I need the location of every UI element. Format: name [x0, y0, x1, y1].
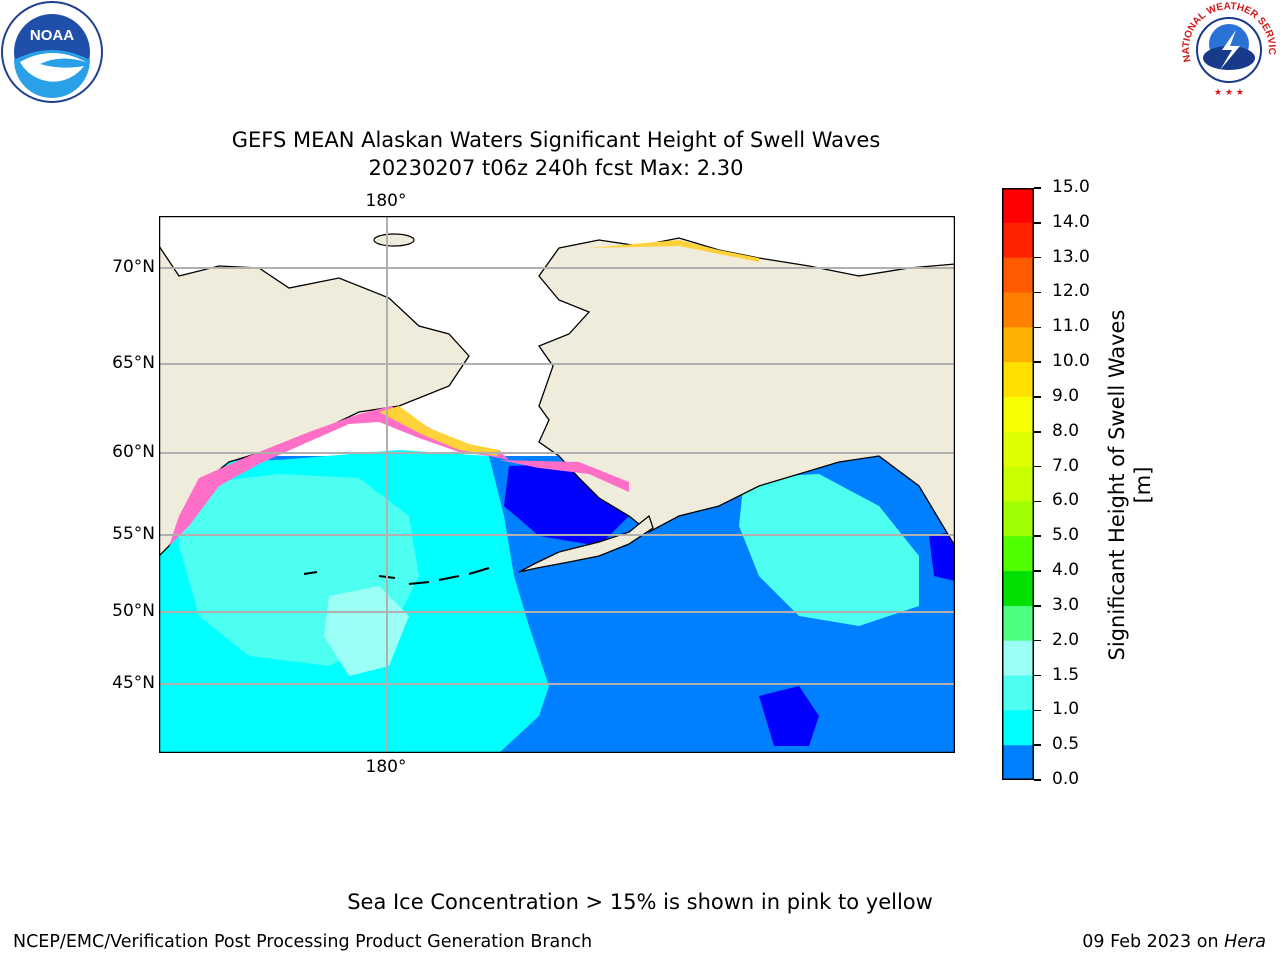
colorbar-tick-label: 1.5: [1052, 664, 1080, 685]
colorbar-tick-mark: [1034, 222, 1041, 224]
colorbar-tick-label: 5.0: [1052, 525, 1080, 546]
colorbar-segment: [1002, 536, 1034, 572]
date-text: 09 Feb 2023 on: [1082, 932, 1219, 952]
colorbar-tick-mark: [1034, 570, 1041, 572]
colorbar-segment: [1002, 222, 1034, 259]
colorbar-tick-label: 14.0: [1052, 211, 1090, 232]
map-panel: [158, 215, 956, 754]
colorbar-tick-label: 0.5: [1052, 734, 1080, 755]
colorbar-tick-label: 12.0: [1052, 281, 1090, 302]
map-canvas: [158, 215, 956, 754]
colorbar-tick-mark: [1034, 605, 1041, 607]
lat-label-50: 50°N: [112, 601, 155, 621]
colorbar-tick-label: 9.0: [1052, 385, 1080, 406]
colorbar-segment: [1002, 640, 1034, 677]
colorbar-tick-mark: [1034, 326, 1041, 329]
colorbar-segment: [1002, 396, 1034, 433]
host-text: Hera: [1224, 932, 1266, 952]
sea-ice-pink-bristol: [499, 460, 629, 492]
colorbar-tick-label: 3.0: [1052, 594, 1080, 615]
colorbar-segment: [1002, 675, 1034, 711]
colorbar-tick-label: 0.0: [1052, 769, 1080, 789]
colorbar-tick-mark: [1034, 709, 1041, 712]
colorbar-tick-mark: [1034, 187, 1041, 189]
lat-label-45: 45°N: [112, 673, 155, 693]
lat-label-65: 65°N: [112, 353, 155, 373]
colorbar-tick-mark: [1034, 639, 1041, 642]
nws-logo: NATIONAL WEATHER SERVICE ★ ★ ★: [1175, 0, 1280, 100]
colorbar-label: Significant Height of Swell Waves [m]: [1105, 309, 1155, 661]
chart-subtitle: 20230207 t06z 240h fcst Max: 2.30: [368, 156, 744, 180]
swell-field-0-0.5-coast: [929, 531, 955, 581]
noaa-logo: NOAA: [0, 0, 104, 104]
land-alaska: [537, 237, 955, 548]
colorbar-tick-label: 6.0: [1052, 490, 1080, 511]
colorbar-segment: [1002, 188, 1034, 224]
colorbar-tick-label: 4.0: [1052, 560, 1080, 581]
noaa-logo-text: NOAA: [30, 27, 74, 44]
swell-field-east-1.5-2.0: [739, 474, 919, 626]
colorbar-tick-mark: [1034, 779, 1041, 781]
colorbar-tick-mark: [1034, 361, 1041, 363]
colorbar-segment: [1002, 327, 1034, 363]
colorbar-segment: [1002, 292, 1034, 328]
land-alaska-peninsula: [518, 514, 654, 573]
colorbar-segment: [1002, 466, 1034, 502]
lat-label-60: 60°N: [112, 442, 155, 462]
colorbar-tick-label: 1.0: [1052, 699, 1080, 720]
map-frame: [158, 215, 956, 754]
colorbar-tick-mark: [1034, 674, 1041, 677]
colorbar-tick-mark: [1034, 431, 1041, 433]
lon-label-bottom: 180°: [365, 757, 407, 777]
colorbar-tick-mark: [1034, 465, 1041, 468]
chart-title: GEFS MEAN Alaskan Waters Significant Hei…: [231, 128, 881, 152]
colorbar-tick-label: 11.0: [1052, 316, 1090, 337]
sea-ice-yellow-arctic: [589, 240, 759, 262]
colorbar-segment: [1002, 257, 1034, 293]
colorbar-segment: [1002, 571, 1034, 607]
lon-label-top: 180°: [365, 191, 407, 211]
swell-field-0-0.5-south: [759, 686, 819, 746]
colorbar-segment: [1002, 605, 1034, 642]
colorbar-tick-mark: [1034, 291, 1041, 294]
credit-text: NCEP/EMC/Verification Post Processing Pr…: [13, 932, 593, 952]
land-aleutian-islands: [303, 567, 490, 585]
colorbar-tick-mark: [1034, 744, 1041, 746]
colorbar-tick-mark: [1034, 256, 1041, 259]
colorbar-segment: [1002, 710, 1034, 746]
colorbar-segment: [1002, 431, 1034, 468]
sea-ice-yellow: [379, 406, 499, 456]
sea-ice-pink: [169, 406, 509, 546]
lat-label-70: 70°N: [112, 257, 155, 277]
colorbar-tick-mark: [1034, 500, 1041, 503]
colorbar: [1002, 188, 1034, 781]
colorbar-frame: [1002, 188, 1034, 780]
colorbar-tick-mark: [1034, 396, 1041, 398]
colorbar-tick-label: 15.0: [1052, 177, 1090, 197]
svg-text:★ ★ ★: ★ ★ ★: [1214, 88, 1244, 98]
colorbar-tick-label: 8.0: [1052, 420, 1080, 441]
colorbar-tick-label: 13.0: [1052, 246, 1090, 267]
sea-ice-note: Sea Ice Concentration > 15% is shown in …: [347, 890, 933, 914]
colorbar-segment: [1002, 362, 1034, 398]
colorbar-tick-label: 7.0: [1052, 455, 1080, 476]
colorbar-tick-mark: [1034, 535, 1041, 537]
colorbar-tick-label: 2.0: [1052, 629, 1080, 650]
lat-label-55: 55°N: [112, 524, 155, 544]
colorbar-segment: [1002, 501, 1034, 537]
map-graticule: [159, 216, 955, 753]
colorbar-tick-label: 10.0: [1052, 351, 1090, 372]
date-stamp: 09 Feb 2023 on Hera: [1082, 932, 1266, 952]
land-st-lawrence-island: [373, 233, 415, 247]
colorbar-segment: [1002, 745, 1034, 781]
